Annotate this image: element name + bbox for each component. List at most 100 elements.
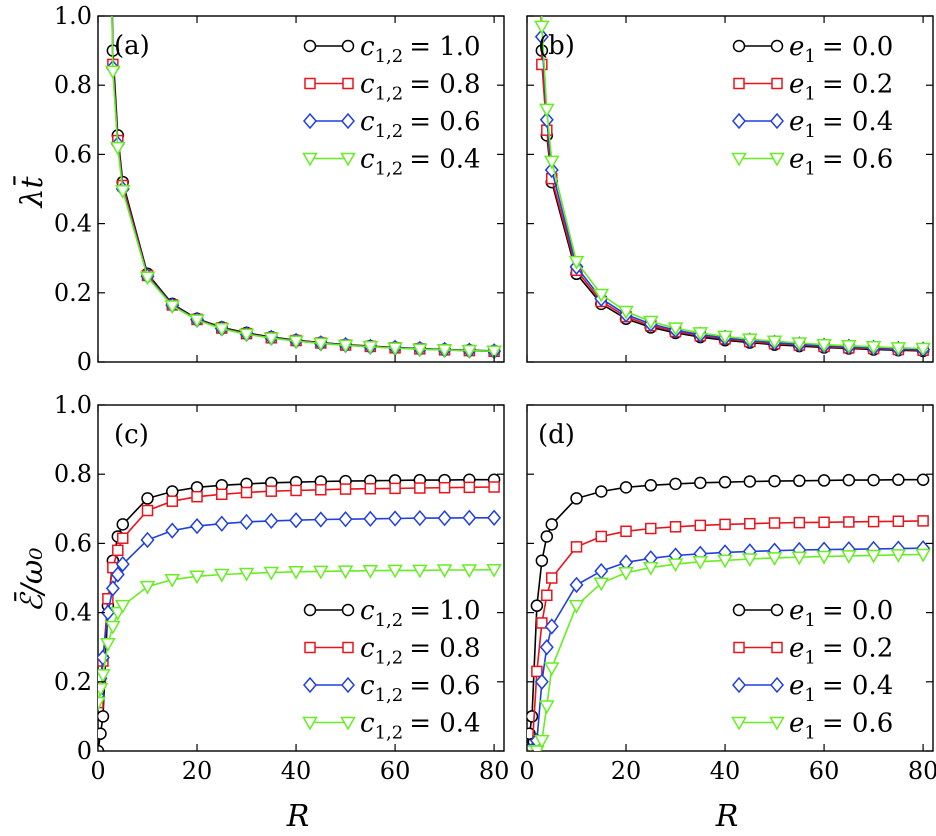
legend-value: = 0.6 xyxy=(409,671,480,701)
panel-d-series-1-point xyxy=(645,522,657,535)
panel-d-series-1-point xyxy=(531,665,543,678)
panel-c-series-1-point xyxy=(364,482,377,495)
panel-d-xtick-label: 20 xyxy=(611,757,642,785)
panel-d-series-1-point xyxy=(595,530,608,543)
panel-b-series-3-point xyxy=(766,335,783,350)
panel-a-series-3-point xyxy=(139,271,156,286)
panel-c-legend-marker-3 xyxy=(340,716,356,731)
legend-subscript: 1,2 xyxy=(375,648,404,669)
panel-d-legend-marker-0 xyxy=(732,603,746,617)
panel-b-legend-marker-1 xyxy=(733,77,745,90)
panel-c-series-1-point xyxy=(240,486,253,499)
panel-d-series-1-point xyxy=(818,516,830,529)
panel-a-series-3-point xyxy=(412,343,428,358)
panel-d-series-1-point xyxy=(620,525,632,538)
panel-c-series-1-point xyxy=(488,481,500,493)
panel-c-series-2-point xyxy=(412,509,427,527)
panel-c-series-2-point xyxy=(140,531,155,549)
panel-d-series-1-point xyxy=(917,515,929,527)
panel-d-label: (d) xyxy=(538,420,575,450)
legend-value: = 0.0 xyxy=(822,596,893,626)
panel-c-series-2-point xyxy=(289,512,304,529)
panel-c-series-2-point xyxy=(487,509,502,526)
panel-b-legend-label-3: e1 = 0.6 xyxy=(789,145,893,180)
panel-a-legend-label-0: c1,2 = 1.0 xyxy=(360,32,481,67)
panel-d-series-0-point xyxy=(570,492,583,505)
panel-c-legend-label-3: c1,2 = 0.4 xyxy=(360,709,481,744)
panel-c-series-2-point xyxy=(239,513,254,531)
panel-b-legend-marker-0 xyxy=(770,39,784,53)
panel-d-legend-label-0: e1 = 0.0 xyxy=(789,596,893,631)
legend-var: e xyxy=(789,32,804,62)
panel-c-series-2-point xyxy=(264,512,279,530)
panel-b-legend-marker-1 xyxy=(771,77,783,90)
legend-subscript: 1,2 xyxy=(375,46,404,67)
panel-c-frame xyxy=(97,404,505,752)
panel-d-series-0-point xyxy=(527,710,539,723)
panel-b-series-3-point xyxy=(692,327,709,341)
panel-d-plot xyxy=(527,473,931,751)
panel-b-series-3-point xyxy=(642,315,659,330)
legend-subscript: 1 xyxy=(804,723,815,744)
panel-c: 00.20.40.60.81.00 20 40 60 80 (c) c1,2 = 1.0c… xyxy=(54,391,510,785)
legend-value: = 0.4 xyxy=(822,671,893,701)
legend-subscript: 1 xyxy=(804,159,815,180)
panel-d-legend-marker-3 xyxy=(769,716,785,731)
panel-d-series-3-point xyxy=(766,552,783,566)
panel-d-series-3-point xyxy=(742,553,758,567)
panel-d-series-1-point xyxy=(867,515,880,528)
y-axis-label-top: λt̄ xyxy=(12,176,50,209)
legend-var: c xyxy=(360,32,375,62)
panel-c-ytick-label: 0.8 xyxy=(54,460,92,488)
panel-c-series-0-point xyxy=(98,710,110,723)
panel-c-xtick-label: 0 xyxy=(90,757,105,785)
panel-a-plot xyxy=(105,16,502,360)
panel-b-series-3-point xyxy=(915,342,931,357)
panel-b-series-3-point xyxy=(816,338,832,353)
panel-a-legend-marker-2 xyxy=(303,112,317,130)
legend-var: e xyxy=(789,145,804,175)
panel-d-series-3-point xyxy=(529,745,545,751)
panel-d-legend-label-2: e1 = 0.4 xyxy=(789,671,893,706)
y-axis-label-bottom: ℰ̄/ω₀ xyxy=(14,548,50,613)
panel-a-series-3-point xyxy=(164,300,181,314)
panel-d-series-1-point xyxy=(541,589,553,602)
panel-a-series-3-point xyxy=(436,344,453,358)
panel-d-series-3-point xyxy=(618,567,634,581)
panel-c-legend-label-1: c1,2 = 0.8 xyxy=(360,634,481,669)
panel-d-xtick-label: 60 xyxy=(809,757,840,785)
panel-d-series-0-point xyxy=(718,475,732,489)
legend-subscript: 1 xyxy=(804,648,815,669)
panel-b: (b) e1 = 0.0e1 = 0.2e1 = 0.4e1 = 0.6 xyxy=(526,15,934,363)
panel-a-series-3-point xyxy=(362,341,379,355)
panel-d-ticks: 0 20 40 60 80 xyxy=(519,404,936,785)
panel-c-ytick-label: 1.0 xyxy=(54,391,92,419)
legend-var: c xyxy=(360,709,375,739)
panel-d-series-1-point xyxy=(536,617,548,629)
panel-c-series-1-point xyxy=(389,482,401,495)
panel-a-series-3-point xyxy=(263,332,280,347)
panel-d-series-0-point xyxy=(669,477,682,491)
panel-c-legend-label-2: c1,2 = 0.6 xyxy=(360,671,481,706)
panel-a-legend-marker-0 xyxy=(303,39,317,53)
panel-d-series-1-point xyxy=(719,518,731,531)
panel-c-ytick-label: 0.4 xyxy=(54,599,92,627)
panel-c-ytick-label: 0 xyxy=(77,737,92,765)
panel-c-series-1-point xyxy=(117,532,129,544)
panel-c-series-3-point xyxy=(98,669,111,683)
panel-b-ticks xyxy=(526,15,933,363)
panel-c-series-2-point xyxy=(100,604,115,621)
panel-d-series-3-point xyxy=(717,554,733,569)
panel-b-series-3-point xyxy=(534,20,550,35)
panel-c-series-3-point xyxy=(387,564,403,579)
panel-c-legend-label-0: c1,2 = 1.0 xyxy=(360,596,481,631)
legend-var: c xyxy=(360,107,375,137)
panel-a-frame xyxy=(97,15,505,363)
panel-d-series-0-point xyxy=(892,473,905,486)
panel-d-series-0-point xyxy=(916,473,930,486)
legend-var: c xyxy=(360,70,375,100)
panel-b-series-2-point xyxy=(539,111,554,128)
panel-b-legend-marker-0 xyxy=(732,39,746,53)
x-axis-label-right: R xyxy=(715,799,739,834)
panel-d-xtick-label: 80 xyxy=(908,757,936,785)
